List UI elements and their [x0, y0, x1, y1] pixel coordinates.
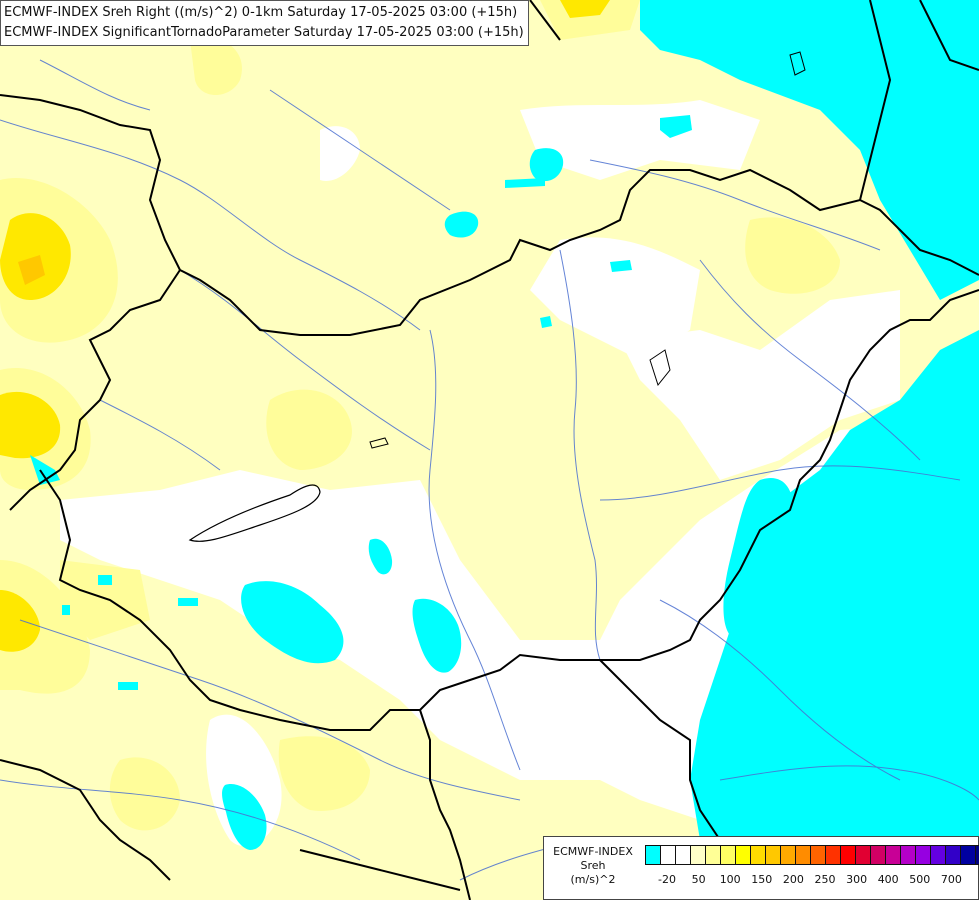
- legend-swatch: [690, 845, 706, 865]
- legend-title-line-2: Sreh: [580, 859, 606, 872]
- legend-swatch: [750, 845, 766, 865]
- legend-swatch: [870, 845, 886, 865]
- legend-tick-label: 100: [719, 873, 741, 886]
- legend-swatch: [945, 845, 961, 865]
- legend-swatch: [780, 845, 796, 865]
- legend-swatch: [975, 845, 979, 865]
- legend-swatch: [645, 845, 661, 865]
- legend-swatch: [855, 845, 871, 865]
- legend-tick-label: 200: [782, 873, 804, 886]
- sreh-orange-spot: [18, 255, 45, 285]
- legend-swatch: [660, 845, 676, 865]
- legend-tick-label: 400: [877, 873, 899, 886]
- legend-swatches: [645, 845, 979, 865]
- legend-tick-label: 300: [846, 873, 868, 886]
- legend-title-line-1: ECMWF-INDEX: [553, 845, 633, 858]
- reservoir: [789, 51, 806, 76]
- legend-ticks: -20 50 100 150 200 250 300 400 500 700: [645, 873, 975, 889]
- legend-swatch: [765, 845, 781, 865]
- legend-swatch: [900, 845, 916, 865]
- legend-swatch: [705, 845, 721, 865]
- color-legend: ECMWF-INDEX Sreh (m/s)^2 -20 50 100 150 200 2…: [543, 836, 979, 900]
- legend-tick-label: 150: [751, 873, 773, 886]
- small-lake: [369, 437, 389, 449]
- legend-swatch: [795, 845, 811, 865]
- reservoir-east: [649, 349, 671, 387]
- lake-balaton: [188, 484, 321, 542]
- sreh-cyan-areas: [30, 0, 979, 900]
- legend-tick-label: 700: [940, 873, 962, 886]
- legend-swatch: [825, 845, 841, 865]
- rivers: [0, 59, 979, 881]
- legend-swatch: [915, 845, 931, 865]
- legend-swatch: [675, 845, 691, 865]
- legend-tick-label: 250: [814, 873, 836, 886]
- legend-swatch: [930, 845, 946, 865]
- legend-swatch: [810, 845, 826, 865]
- legend-title-line-3: (m/s)^2: [570, 873, 616, 886]
- legend-tick-label: 500: [909, 873, 931, 886]
- title-line-2: ECMWF-INDEX SignificantTornadoParameter …: [4, 25, 524, 40]
- legend-tick-label: -20: [658, 873, 676, 886]
- legend-swatch: [840, 845, 856, 865]
- legend-swatch: [720, 845, 736, 865]
- legend-tick-label: 50: [691, 873, 706, 886]
- title-line-1: ECMWF-INDEX Sreh Right ((m/s)^2) 0-1km S…: [4, 5, 518, 20]
- map-title-box: ECMWF-INDEX Sreh Right ((m/s)^2) 0-1km S…: [0, 0, 529, 46]
- legend-swatch: [885, 845, 901, 865]
- legend-title: ECMWF-INDEX Sreh (m/s)^2: [548, 845, 638, 887]
- legend-swatch: [960, 845, 976, 865]
- legend-swatch: [735, 845, 751, 865]
